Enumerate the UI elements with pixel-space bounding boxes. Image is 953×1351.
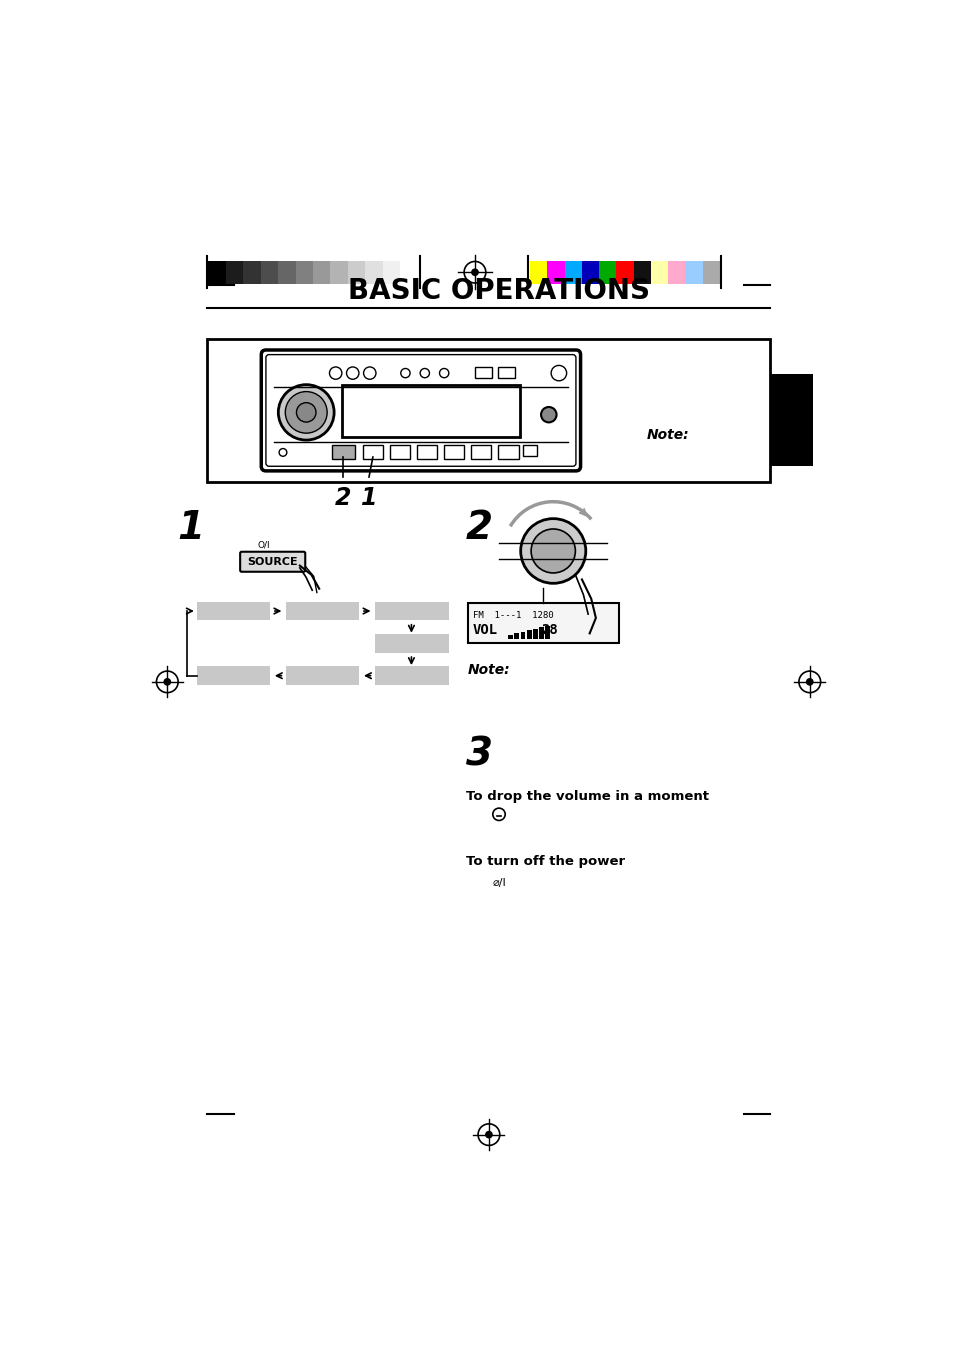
Bar	[226, 261, 243, 284]
Bar	[475, 367, 492, 378]
Circle shape	[471, 269, 478, 276]
Bar	[196, 666, 270, 685]
Circle shape	[551, 365, 566, 381]
Text: To drop the volume in a moment: To drop the volume in a moment	[465, 790, 708, 802]
Circle shape	[296, 403, 315, 422]
Bar	[196, 601, 270, 620]
Bar	[208, 261, 226, 284]
Text: O/I: O/I	[256, 540, 270, 550]
Bar	[207, 339, 769, 482]
Bar	[514, 634, 518, 639]
Circle shape	[531, 530, 575, 573]
Text: SOURCE: SOURCE	[247, 557, 297, 567]
Bar	[444, 444, 464, 458]
Circle shape	[439, 369, 448, 378]
Bar	[330, 261, 348, 284]
Text: To turn off the power: To turn off the power	[465, 855, 624, 869]
Bar	[667, 261, 684, 284]
Text: 28: 28	[541, 623, 558, 638]
Bar	[530, 261, 547, 284]
Bar	[260, 261, 278, 284]
Circle shape	[279, 449, 287, 457]
Bar	[564, 261, 581, 284]
Bar	[362, 444, 382, 458]
Circle shape	[163, 678, 171, 686]
Bar	[375, 601, 448, 620]
Text: 1: 1	[360, 485, 376, 509]
Text: VOL: VOL	[472, 623, 497, 638]
Text: 2: 2	[335, 485, 352, 509]
Text: Note:: Note:	[468, 662, 510, 677]
Circle shape	[805, 678, 813, 686]
FancyBboxPatch shape	[240, 551, 305, 571]
Bar	[497, 367, 515, 378]
Bar	[520, 632, 525, 639]
Circle shape	[400, 369, 410, 378]
Bar	[468, 604, 618, 643]
Bar	[581, 261, 598, 284]
Bar	[278, 261, 295, 284]
Bar	[522, 446, 537, 457]
Bar	[598, 261, 616, 284]
Bar	[348, 261, 365, 284]
Bar	[650, 261, 667, 284]
Bar	[243, 261, 260, 284]
Text: ⌀/I: ⌀/I	[492, 878, 505, 888]
Circle shape	[363, 367, 375, 380]
Circle shape	[346, 367, 358, 380]
Bar	[416, 444, 436, 458]
Circle shape	[540, 407, 556, 423]
FancyBboxPatch shape	[261, 350, 580, 471]
Bar	[375, 634, 448, 653]
Text: 2: 2	[465, 508, 492, 547]
Bar	[538, 627, 543, 639]
Circle shape	[285, 392, 327, 434]
Bar	[295, 261, 313, 284]
Bar	[286, 601, 359, 620]
Text: 1: 1	[177, 508, 204, 547]
Bar	[701, 261, 720, 284]
Bar	[616, 261, 633, 284]
Bar	[508, 635, 513, 639]
Bar	[769, 374, 812, 466]
Bar	[399, 261, 417, 284]
Bar	[533, 628, 537, 639]
Bar	[633, 261, 650, 284]
Circle shape	[419, 369, 429, 378]
Bar	[471, 444, 491, 458]
Circle shape	[278, 385, 334, 440]
Bar	[313, 261, 330, 284]
Bar	[382, 261, 399, 284]
Text: FM  1---1  1280: FM 1---1 1280	[472, 611, 553, 620]
Bar	[497, 444, 518, 458]
Bar	[286, 666, 359, 685]
Bar	[341, 385, 519, 436]
Circle shape	[329, 367, 341, 380]
Bar	[684, 261, 701, 284]
Text: 3: 3	[465, 736, 492, 774]
Bar	[365, 261, 382, 284]
Text: Note:: Note:	[645, 428, 688, 443]
Bar	[390, 444, 410, 458]
Bar	[332, 444, 355, 458]
Bar	[526, 631, 531, 639]
Bar	[375, 666, 448, 685]
Bar	[545, 626, 550, 639]
Bar	[547, 261, 564, 284]
Circle shape	[484, 1131, 493, 1139]
Text: BASIC OPERATIONS: BASIC OPERATIONS	[348, 277, 649, 304]
Circle shape	[520, 519, 585, 584]
